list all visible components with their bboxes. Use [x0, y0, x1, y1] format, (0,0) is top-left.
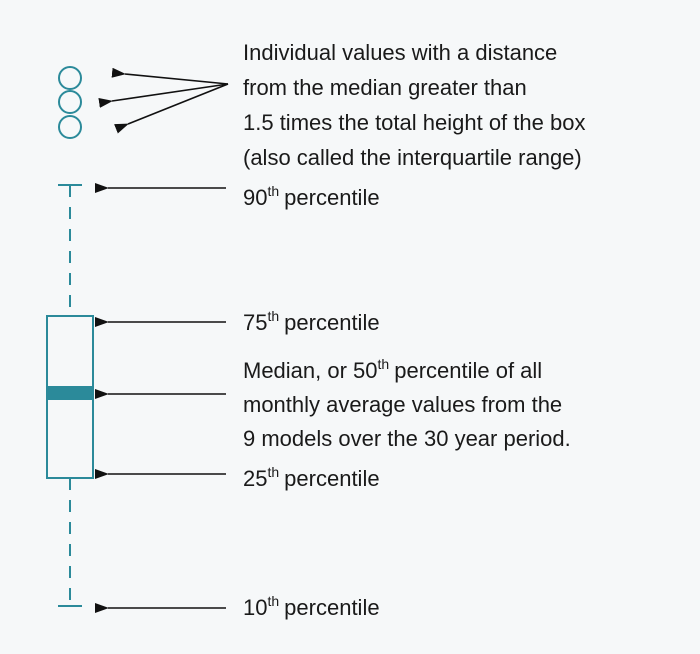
arrow — [111, 67, 229, 85]
suffix: th — [267, 308, 279, 324]
text: percentile — [284, 595, 379, 620]
number: 25 — [243, 466, 267, 491]
outlier-circle — [58, 66, 82, 90]
number: 10 — [243, 595, 267, 620]
number: 90 — [243, 185, 267, 210]
text: Median, or 50 — [243, 358, 378, 383]
number: 75 — [243, 310, 267, 335]
suffix: th — [267, 183, 279, 199]
p25-label: 25th percentile — [243, 464, 380, 491]
text: percentile — [284, 310, 379, 335]
suffix: th — [378, 356, 390, 372]
text: percentile — [284, 185, 379, 210]
suffix: th — [267, 464, 279, 480]
p10-label: 10th percentile — [243, 593, 380, 620]
median-band — [47, 386, 93, 400]
outlier-text: 1.5 times the total height of the box — [243, 110, 585, 135]
p90-label: 90th percentile — [243, 183, 380, 210]
arrow — [114, 83, 229, 134]
median-label: monthly average values from the — [243, 392, 562, 417]
median-label: 9 models over the 30 year period. — [243, 426, 571, 451]
suffix: th — [267, 593, 279, 609]
arrow — [98, 83, 229, 108]
outlier-text: from the median greater than — [243, 75, 527, 100]
p75-label: 75th percentile — [243, 308, 380, 335]
text: percentile — [284, 466, 379, 491]
outlier-text: (also called the interquartile range) — [243, 145, 582, 170]
outlier-text: Individual values with a distance — [243, 40, 557, 65]
median-label: Median, or 50th percentile of all — [243, 356, 542, 383]
outlier-circle — [58, 115, 82, 139]
outlier-circle — [58, 90, 82, 114]
text: percentile of all — [394, 358, 542, 383]
